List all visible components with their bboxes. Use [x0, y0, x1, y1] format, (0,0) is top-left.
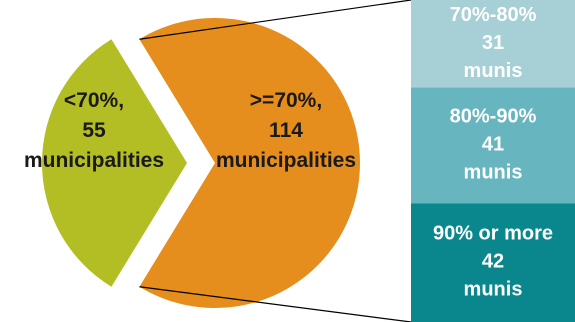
- bar-segment-80-90: [411, 87, 575, 204]
- pie-label-under-70: <70%, 55 municipalities: [24, 89, 164, 172]
- connector-line-top: [139, 0, 412, 40]
- pie-label-over-70: >=70%, 114 municipalities: [216, 89, 356, 172]
- bar-segment-70-80: [411, 0, 575, 88]
- pie-slice-under-70: [41, 39, 187, 287]
- bar-label-90-plus: 90% or more 42 munis: [433, 223, 553, 301]
- bar-label-80-90: 80%-90% 41 munis: [450, 106, 537, 184]
- pie-slice-over-70: [139, 17, 360, 308]
- bar-segment-90-plus: [411, 203, 575, 322]
- connector-line-bottom: [139, 286, 412, 322]
- bar-label-70-80: 70%-80% 31 munis: [450, 4, 537, 82]
